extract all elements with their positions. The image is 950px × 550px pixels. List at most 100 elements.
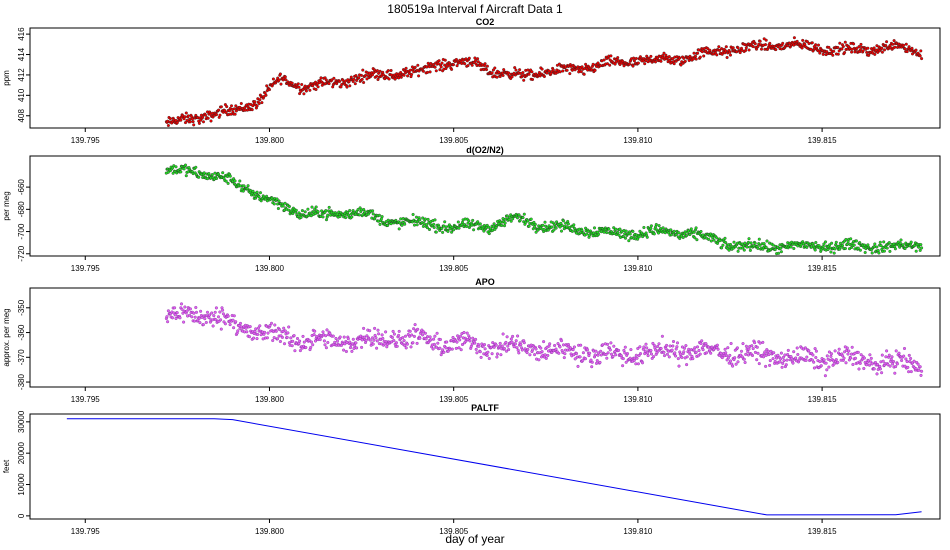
data-point bbox=[433, 65, 437, 69]
data-point bbox=[517, 351, 521, 355]
data-point bbox=[862, 366, 866, 371]
data-point bbox=[424, 337, 428, 341]
data-point bbox=[433, 334, 437, 338]
data-point bbox=[518, 218, 522, 222]
data-point bbox=[733, 356, 737, 360]
data-point bbox=[438, 337, 442, 342]
data-point bbox=[621, 234, 625, 239]
data-point bbox=[649, 352, 654, 356]
data-point bbox=[423, 217, 427, 221]
data-point bbox=[214, 306, 218, 310]
data-point bbox=[869, 356, 873, 360]
data-point bbox=[614, 227, 618, 231]
data-point bbox=[680, 355, 684, 360]
data-point bbox=[919, 243, 923, 247]
data-point bbox=[368, 329, 372, 333]
data-point bbox=[747, 237, 751, 241]
data-point bbox=[272, 202, 276, 206]
data-point bbox=[253, 100, 257, 104]
data-point bbox=[258, 191, 263, 195]
data-point bbox=[232, 314, 236, 318]
y-tick-label: -700 bbox=[17, 223, 26, 240]
data-point bbox=[843, 50, 847, 55]
data-point bbox=[914, 249, 918, 253]
data-point bbox=[919, 373, 923, 377]
data-point bbox=[565, 225, 569, 229]
data-point bbox=[624, 229, 628, 233]
y-axis-label: approx. per meg bbox=[2, 308, 11, 366]
data-point bbox=[543, 353, 547, 357]
data-point bbox=[602, 230, 606, 234]
data-point bbox=[522, 341, 526, 345]
data-point bbox=[781, 355, 785, 359]
data-point bbox=[773, 248, 777, 252]
data-point bbox=[280, 335, 284, 339]
data-point bbox=[225, 174, 230, 179]
data-point bbox=[427, 227, 432, 232]
data-point bbox=[375, 69, 379, 73]
data-point bbox=[847, 349, 851, 353]
data-point bbox=[334, 336, 338, 341]
data-point bbox=[566, 222, 570, 226]
data-point bbox=[533, 353, 537, 357]
data-point bbox=[749, 241, 753, 245]
data-point bbox=[593, 68, 597, 72]
data-point bbox=[247, 335, 252, 339]
data-point bbox=[292, 334, 296, 338]
data-point bbox=[908, 360, 912, 364]
data-point bbox=[743, 360, 747, 365]
data-point bbox=[269, 321, 274, 325]
data-point bbox=[579, 70, 583, 74]
data-point bbox=[721, 243, 725, 247]
data-point bbox=[201, 120, 206, 124]
data-point bbox=[761, 340, 765, 344]
data-point bbox=[796, 352, 800, 357]
data-point bbox=[887, 241, 891, 245]
data-point bbox=[758, 39, 762, 43]
data-point bbox=[636, 61, 640, 65]
y-tick-label: 408 bbox=[17, 109, 26, 123]
data-point bbox=[490, 352, 494, 356]
data-point bbox=[684, 344, 688, 348]
data-point bbox=[375, 74, 379, 78]
data-point bbox=[182, 320, 186, 324]
data-point bbox=[866, 46, 870, 50]
data-point bbox=[612, 344, 616, 348]
data-point bbox=[657, 224, 661, 228]
data-point bbox=[409, 345, 413, 349]
data-point bbox=[185, 309, 189, 313]
figure-title: 180519a Interval f Aircraft Data 1 bbox=[387, 2, 563, 16]
data-point bbox=[368, 338, 372, 342]
data-point bbox=[228, 323, 232, 327]
data-point bbox=[546, 228, 550, 232]
data-point bbox=[293, 349, 297, 353]
data-point bbox=[313, 207, 317, 211]
data-point bbox=[495, 75, 499, 79]
data-point bbox=[736, 249, 740, 253]
data-point bbox=[392, 338, 396, 343]
data-point bbox=[700, 50, 704, 54]
data-point bbox=[697, 348, 701, 353]
data-point bbox=[197, 316, 201, 320]
data-point bbox=[168, 117, 172, 121]
data-point bbox=[731, 364, 735, 368]
data-point bbox=[836, 360, 840, 364]
data-point bbox=[684, 234, 689, 238]
data-point bbox=[298, 92, 302, 96]
data-point bbox=[682, 56, 686, 60]
data-point bbox=[542, 74, 546, 79]
data-point bbox=[256, 326, 260, 330]
data-point bbox=[309, 214, 313, 218]
data-point bbox=[758, 341, 762, 345]
data-point bbox=[272, 336, 276, 340]
data-point bbox=[850, 50, 854, 54]
data-point bbox=[822, 358, 826, 362]
data-point bbox=[882, 48, 887, 52]
data-point bbox=[838, 41, 842, 45]
data-point bbox=[324, 346, 328, 350]
data-point bbox=[397, 333, 401, 337]
data-point bbox=[174, 316, 178, 321]
data-point bbox=[742, 357, 746, 361]
data-point bbox=[662, 350, 666, 354]
data-point bbox=[290, 344, 294, 348]
